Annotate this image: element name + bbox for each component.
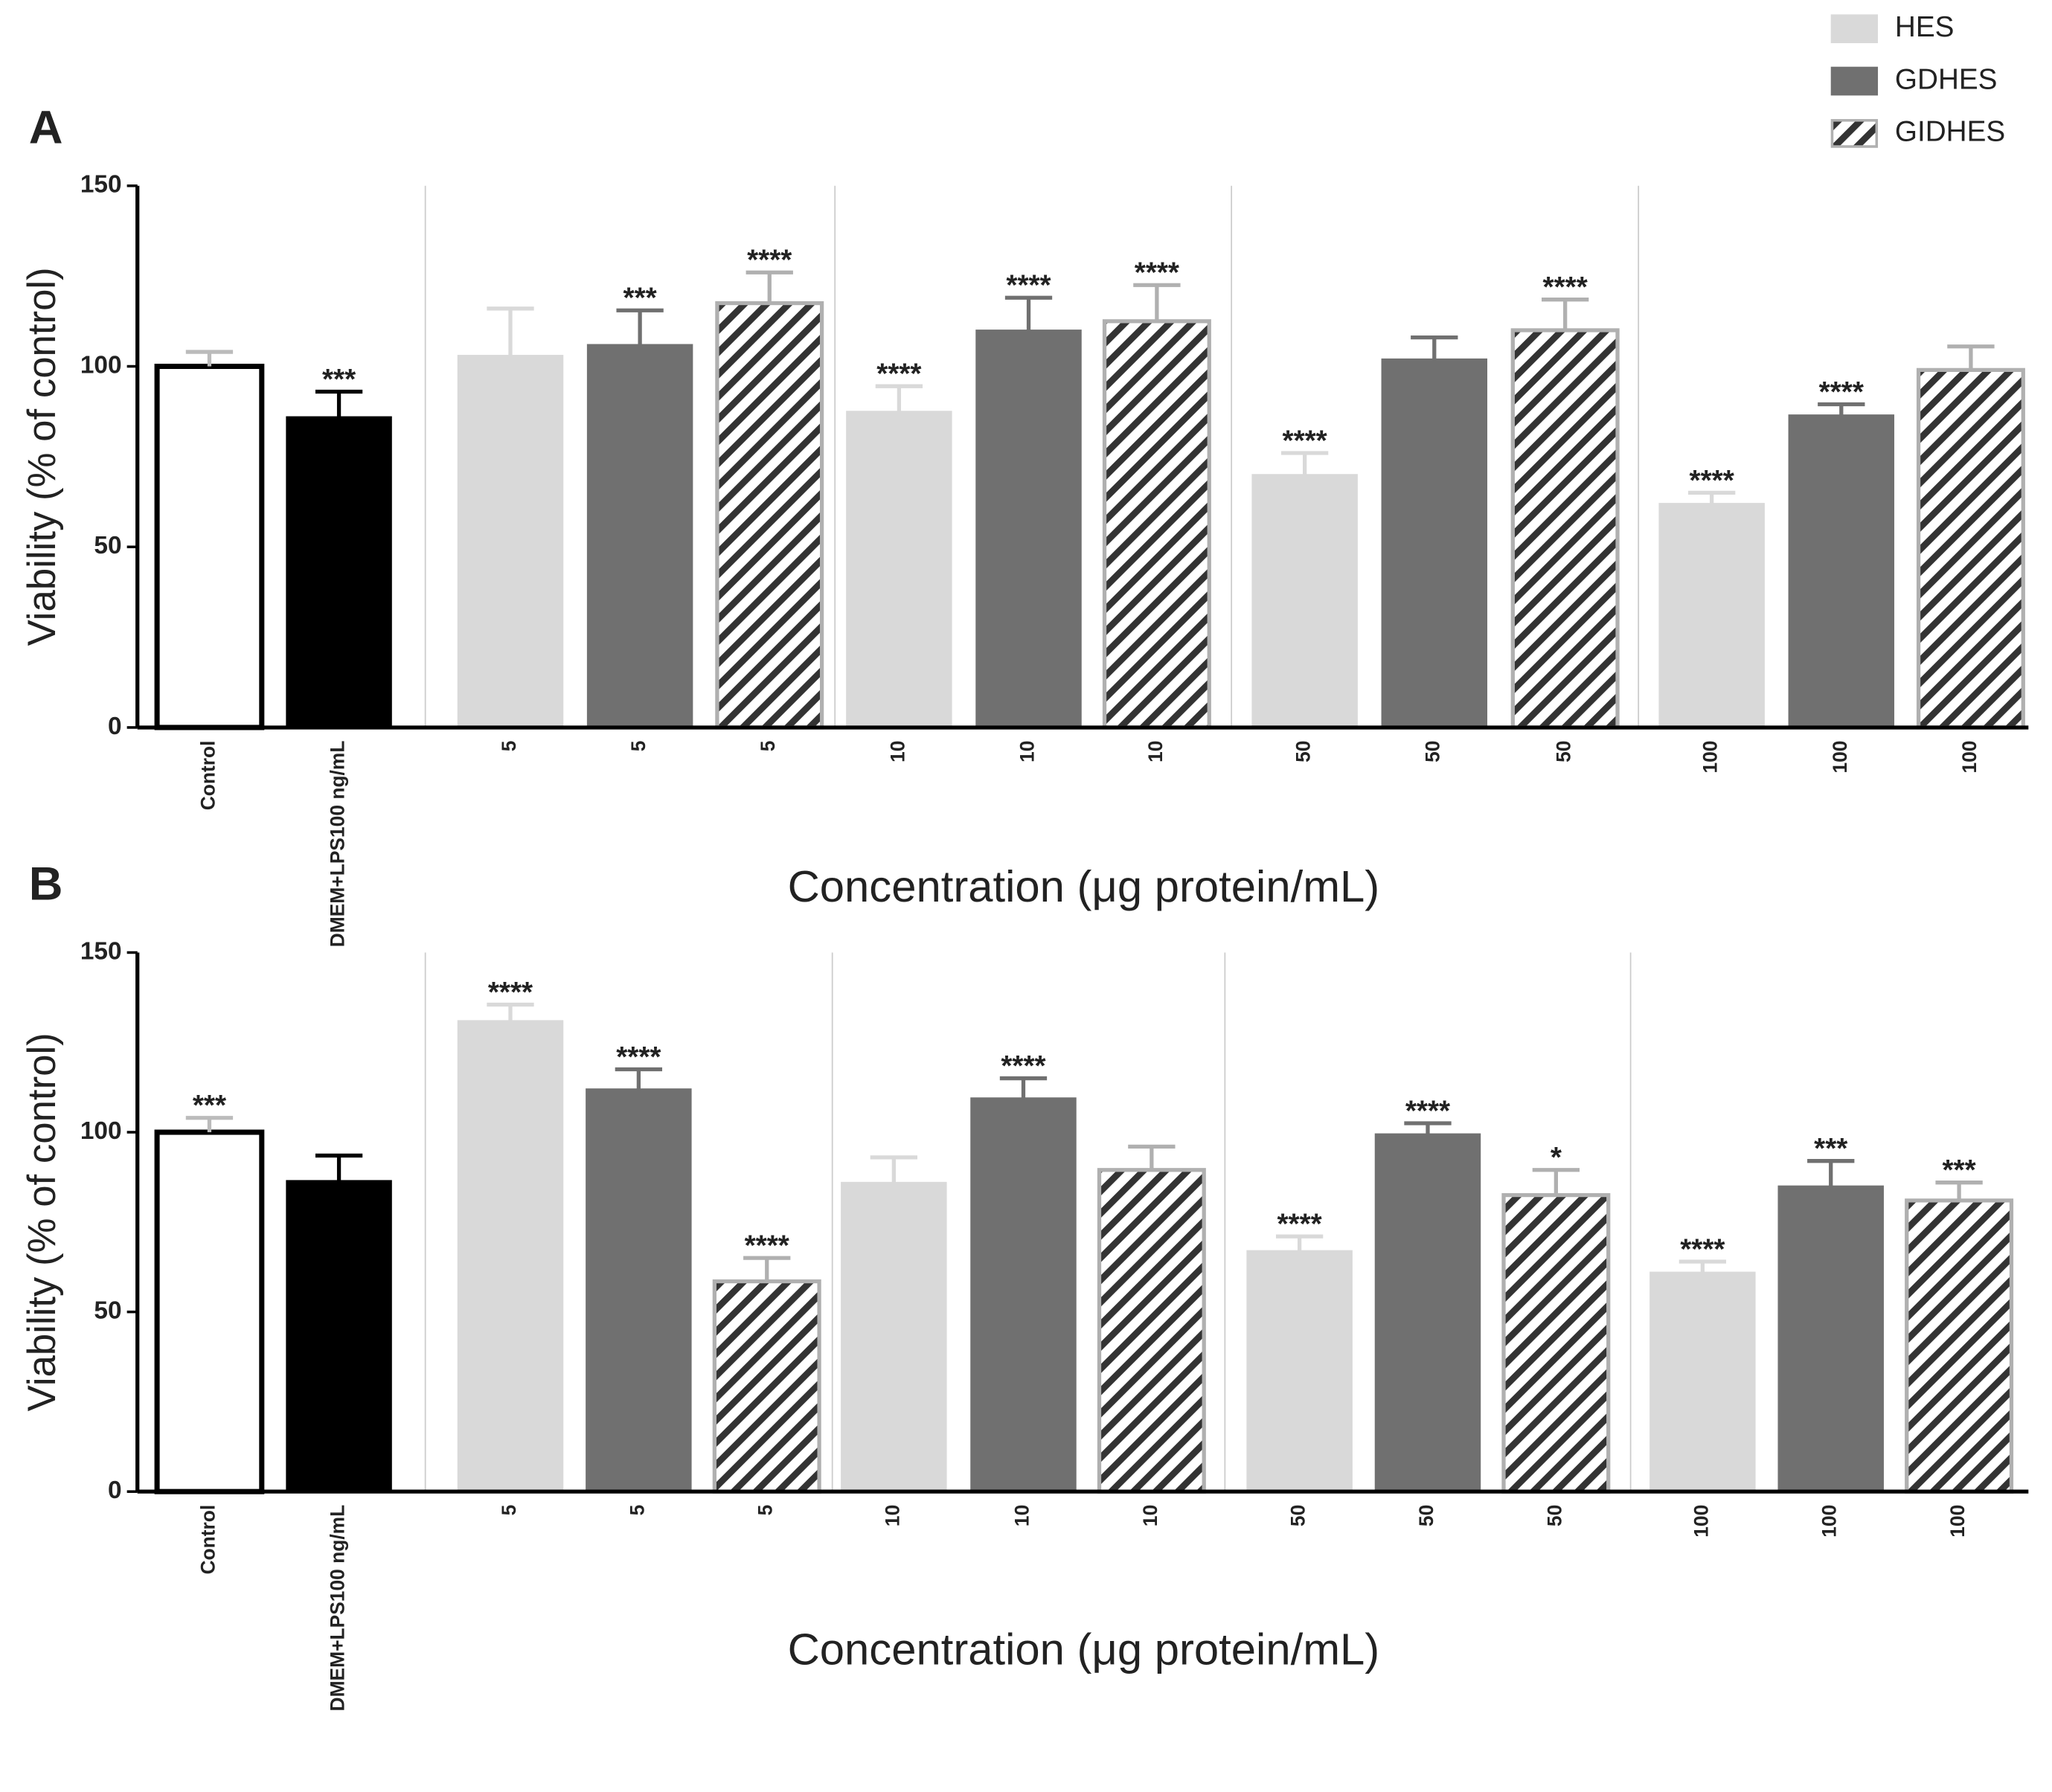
bar — [586, 1088, 692, 1493]
bar — [1251, 474, 1358, 728]
x-tick-label: 10 — [1139, 1505, 1161, 1526]
x-tick-label: 50 — [1292, 741, 1315, 762]
significance-label: **** — [488, 977, 533, 1009]
y-tick-label: 0 — [108, 1477, 122, 1504]
bar — [1905, 1198, 2014, 1494]
y-tick-label: 150 — [80, 171, 122, 199]
x-tick-label: Control — [196, 1505, 219, 1575]
panel-label: B — [29, 858, 63, 910]
bar — [457, 355, 564, 728]
y-tick-label: 150 — [80, 937, 122, 965]
x-tick-label: Control — [196, 741, 219, 811]
bar — [970, 1097, 1077, 1493]
significance-label: *** — [623, 283, 658, 315]
significance-label: **** — [745, 1230, 790, 1262]
x-tick-label: 50 — [1543, 1505, 1565, 1526]
bar — [1658, 503, 1765, 728]
x-tick-label: 100 — [1958, 741, 1981, 774]
significance-label: **** — [1277, 1209, 1322, 1241]
bar — [841, 1181, 947, 1493]
x-tick-label: 10 — [1144, 741, 1167, 762]
x-tick-label: DMEM+LPS100 ng/mL — [327, 741, 349, 948]
bar — [1246, 1250, 1353, 1493]
significance-label: **** — [1680, 1233, 1725, 1265]
x-tick-label: 10 — [1010, 1505, 1033, 1526]
significance-label: *** — [1814, 1133, 1848, 1165]
x-axis-label: Concentration (μg protein/mL) — [788, 1624, 1380, 1674]
bar — [715, 301, 824, 730]
x-tick-label: 5 — [627, 741, 650, 752]
x-tick-label: 5 — [626, 1505, 648, 1516]
bar — [1097, 1168, 1206, 1494]
significance-label: * — [1551, 1142, 1562, 1174]
x-tick-label: 10 — [1016, 741, 1038, 762]
significance-label: **** — [1006, 270, 1051, 302]
significance-label: **** — [616, 1041, 661, 1073]
significance-label: *** — [1943, 1154, 1977, 1186]
legend-swatch — [1830, 66, 1879, 96]
significance-label: **** — [876, 359, 922, 391]
legend-swatch — [1830, 14, 1879, 44]
bar — [1777, 1185, 1884, 1493]
significance-label: **** — [1405, 1095, 1451, 1127]
bar — [975, 330, 1082, 728]
x-tick-label: 100 — [1818, 1505, 1841, 1538]
bar — [154, 363, 265, 730]
x-tick-label: 5 — [498, 1505, 520, 1516]
x-tick-label: 50 — [1422, 741, 1444, 762]
x-tick-label: 100 — [1699, 741, 1722, 774]
bar — [586, 344, 693, 728]
x-tick-label: 50 — [1415, 1505, 1437, 1526]
bar — [1788, 414, 1895, 728]
x-tick-label: 5 — [754, 1505, 777, 1516]
significance-label: **** — [1283, 425, 1328, 457]
legend-label: GIDHES — [1895, 116, 2005, 148]
bar — [1501, 1192, 1611, 1494]
bar — [1916, 367, 2025, 730]
bar — [286, 416, 392, 728]
x-tick-label: 10 — [886, 741, 908, 762]
y-tick-label: 100 — [80, 1117, 122, 1145]
bar — [286, 1180, 392, 1493]
bar — [1381, 358, 1488, 728]
bar — [1374, 1133, 1481, 1493]
significance-label: **** — [747, 245, 792, 277]
legend-swatch — [1830, 119, 1879, 148]
y-tick-label: 100 — [80, 351, 122, 379]
y-tick-label: 50 — [94, 1297, 121, 1324]
y-tick-label: 0 — [108, 713, 122, 740]
y-tick-label: 50 — [94, 532, 121, 559]
x-tick-label: 5 — [498, 741, 520, 752]
significance-label: **** — [1135, 257, 1180, 289]
y-axis-label: Viability (% of control) — [20, 1033, 64, 1411]
bar — [1510, 328, 1620, 730]
bar — [846, 411, 952, 728]
bar — [457, 1020, 564, 1493]
x-axis-label: Concentration (μg protein/mL) — [788, 861, 1380, 911]
legend-label: HES — [1895, 11, 1955, 43]
significance-label: *** — [322, 364, 356, 396]
x-tick-label: 50 — [1553, 741, 1575, 762]
bar — [1649, 1271, 1756, 1493]
x-tick-label: 100 — [1829, 741, 1851, 774]
panel-label: A — [29, 102, 63, 154]
significance-label: **** — [1690, 465, 1735, 497]
significance-label: **** — [1819, 376, 1865, 408]
bar — [1102, 319, 1211, 730]
significance-label: *** — [193, 1090, 227, 1122]
x-tick-label: 100 — [1690, 1505, 1712, 1538]
x-tick-label: DMEM+LPS100 ng/mL — [327, 1505, 349, 1712]
x-tick-label: 50 — [1287, 1505, 1309, 1526]
bar — [712, 1279, 821, 1494]
significance-label: **** — [1543, 272, 1588, 304]
x-tick-label: 5 — [757, 741, 779, 752]
x-tick-label: 10 — [881, 1505, 903, 1526]
significance-label: **** — [1001, 1050, 1046, 1082]
legend-label: GDHES — [1895, 63, 1998, 95]
y-axis-label: Viability (% of control) — [20, 267, 64, 646]
bar — [154, 1129, 265, 1494]
x-tick-label: 100 — [1946, 1505, 1969, 1538]
